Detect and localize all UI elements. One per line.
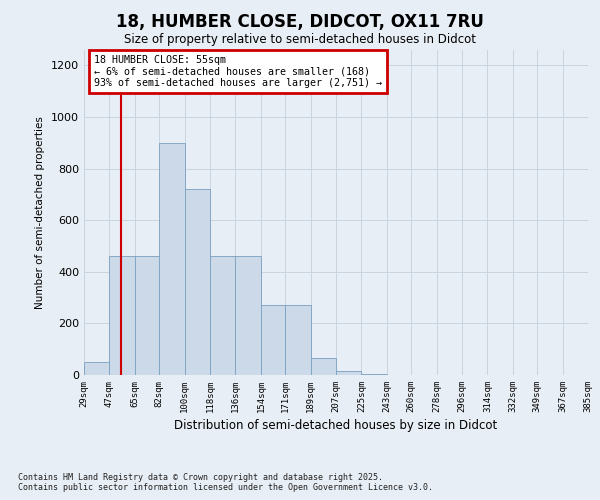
- Bar: [235, 256, 261, 375]
- Bar: [261, 306, 285, 375]
- X-axis label: Distribution of semi-detached houses by size in Didcot: Distribution of semi-detached houses by …: [175, 419, 497, 432]
- Text: 18 HUMBER CLOSE: 55sqm
← 6% of semi-detached houses are smaller (168)
93% of sem: 18 HUMBER CLOSE: 55sqm ← 6% of semi-deta…: [94, 55, 382, 88]
- Bar: [361, 374, 387, 375]
- Bar: [285, 306, 311, 375]
- Bar: [109, 256, 135, 375]
- Bar: [185, 190, 210, 375]
- Text: Size of property relative to semi-detached houses in Didcot: Size of property relative to semi-detach…: [124, 32, 476, 46]
- Y-axis label: Number of semi-detached properties: Number of semi-detached properties: [35, 116, 46, 309]
- Bar: [84, 362, 109, 375]
- Bar: [159, 143, 185, 375]
- Text: 18, HUMBER CLOSE, DIDCOT, OX11 7RU: 18, HUMBER CLOSE, DIDCOT, OX11 7RU: [116, 12, 484, 30]
- Bar: [135, 256, 159, 375]
- Bar: [336, 371, 361, 375]
- Bar: [311, 358, 336, 375]
- Bar: [210, 256, 235, 375]
- Text: Contains HM Land Registry data © Crown copyright and database right 2025.
Contai: Contains HM Land Registry data © Crown c…: [18, 473, 433, 492]
